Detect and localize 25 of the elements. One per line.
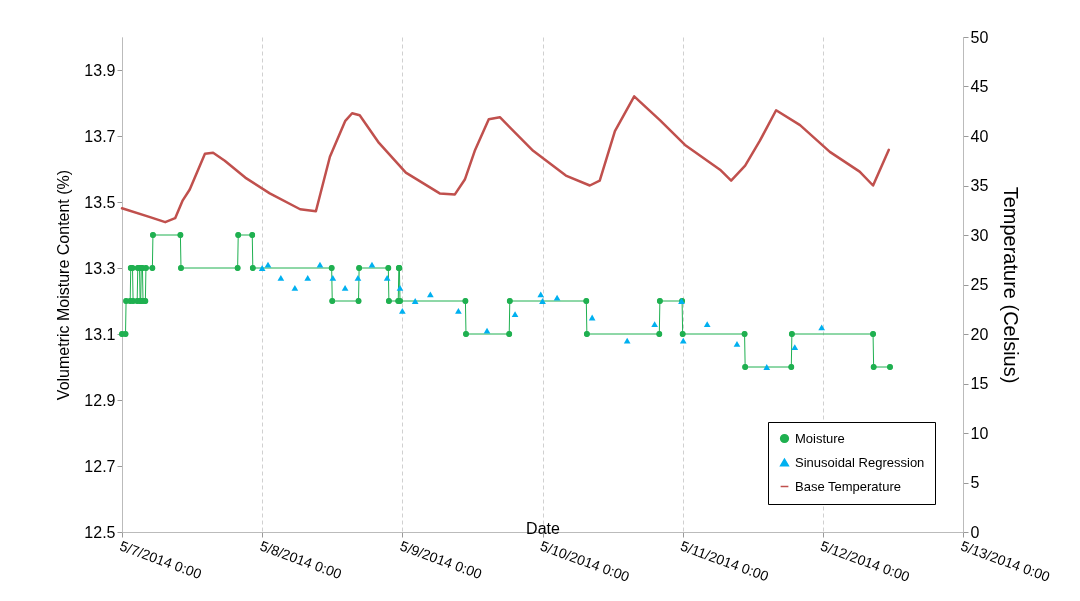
legend-label: Sinusoidal Regression bbox=[795, 454, 925, 470]
y2-tick-label: 20 bbox=[970, 325, 989, 343]
y2-tick-label: 0 bbox=[970, 523, 980, 541]
y2-tick-label: 5 bbox=[970, 474, 980, 491]
y2-tick-label: 30 bbox=[970, 226, 989, 244]
y-tick-label: 13.5 bbox=[84, 193, 116, 211]
x-axis-title: Date bbox=[526, 519, 560, 537]
legend-label: Moisture bbox=[795, 430, 845, 446]
y-tick-label: 12.7 bbox=[84, 457, 116, 475]
y-tick-label: 13.9 bbox=[84, 61, 116, 79]
y-tick-label: 12.9 bbox=[84, 391, 116, 409]
y2-tick-label: 50 bbox=[970, 28, 989, 46]
legend-label: Base Temperature bbox=[795, 478, 901, 494]
y2-axis-title: Temperature (Celsius) bbox=[1000, 186, 1023, 384]
y2-tick-label: 45 bbox=[970, 78, 989, 95]
y2-tick-label: 15 bbox=[970, 375, 989, 392]
y-axis-title: Volumetric Moisture Content (%) bbox=[55, 169, 73, 401]
y2-tick-label: 25 bbox=[970, 276, 989, 293]
y2-tick-label: 10 bbox=[970, 424, 989, 442]
y-tick-label: 13.3 bbox=[84, 259, 116, 277]
y-tick-label: 12.5 bbox=[84, 523, 116, 541]
y-tick-label: 13.1 bbox=[84, 325, 116, 343]
y-tick-label: 13.7 bbox=[84, 127, 116, 145]
y2-tick-label: 35 bbox=[970, 177, 989, 194]
y2-tick-label: 40 bbox=[970, 127, 989, 145]
